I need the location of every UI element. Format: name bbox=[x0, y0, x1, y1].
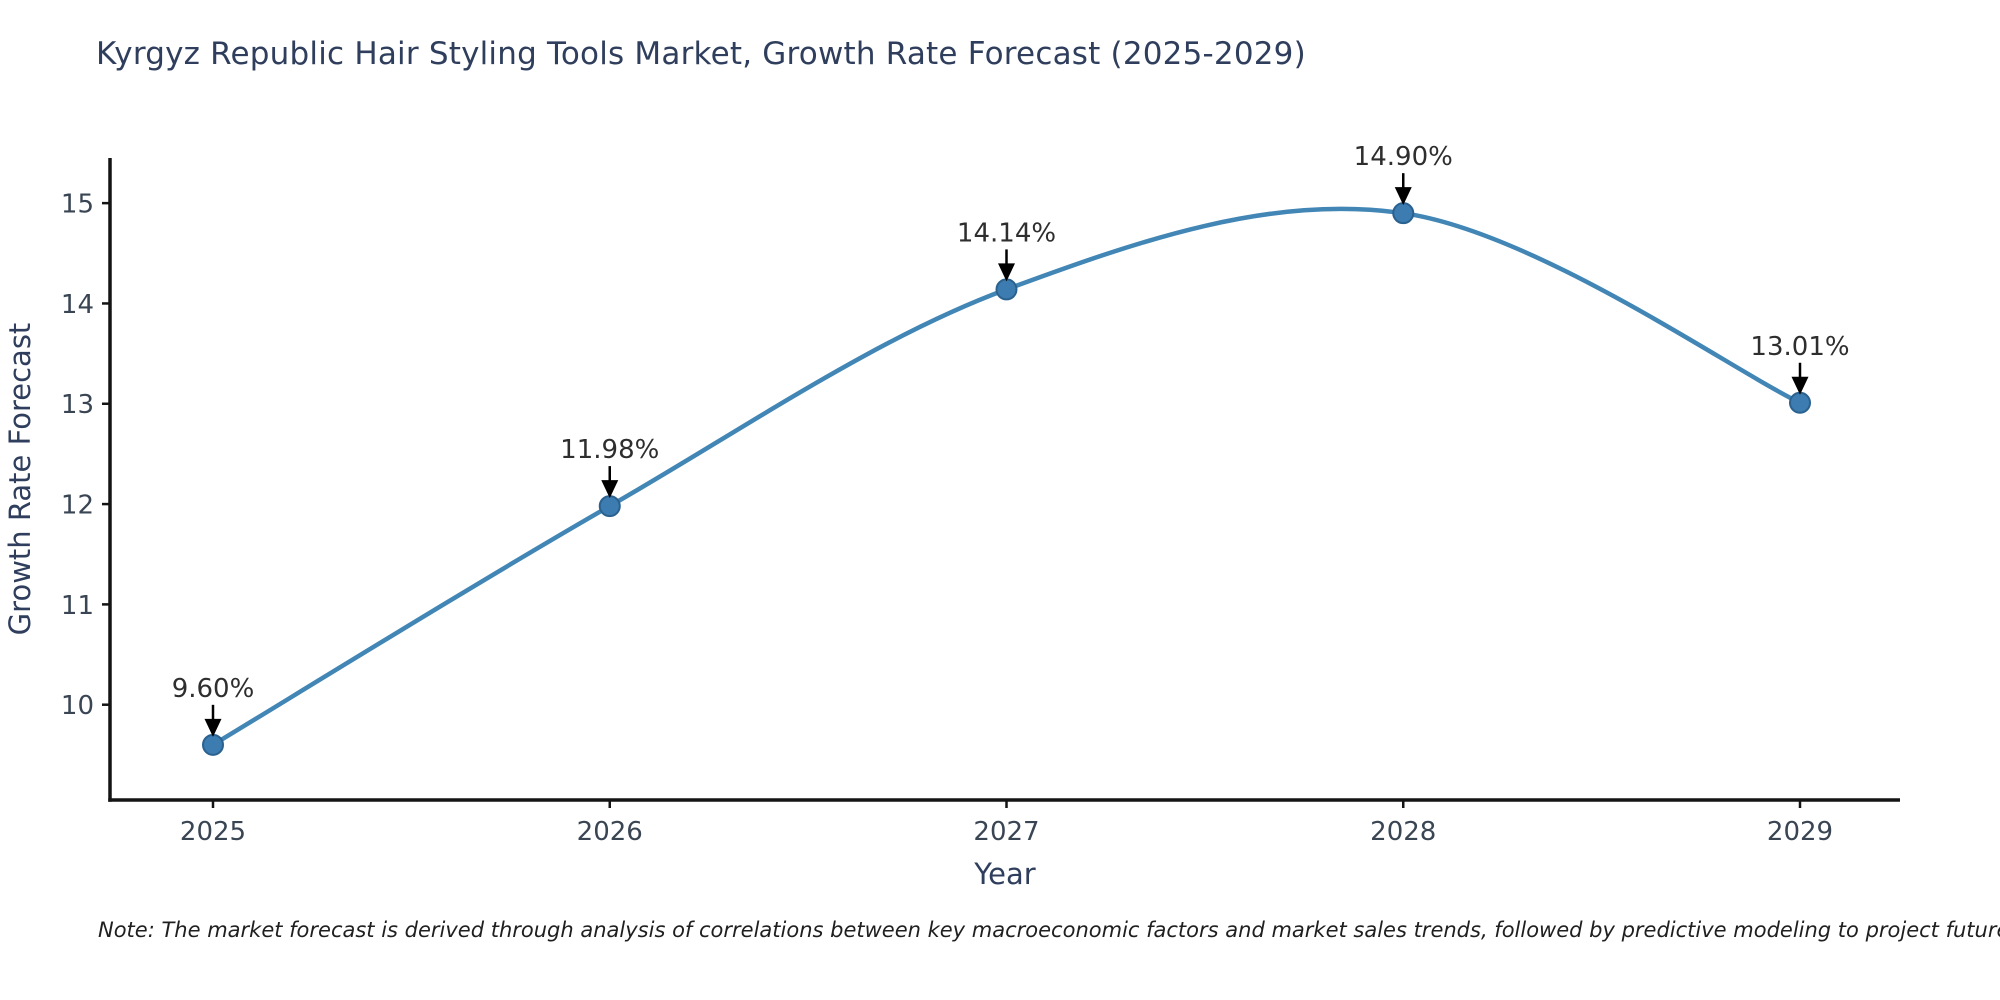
x-tick-label: 2026 bbox=[577, 817, 643, 847]
x-tick-label: 2027 bbox=[973, 817, 1039, 847]
footnote: Note: The market forecast is derived thr… bbox=[98, 918, 2000, 942]
data-point-marker bbox=[1789, 391, 1811, 414]
chart-title: Kyrgyz Republic Hair Styling Tools Marke… bbox=[96, 36, 1306, 72]
point-value-label: 13.01% bbox=[1750, 332, 1849, 362]
y-tick-label: 11 bbox=[61, 591, 94, 621]
annotation-arrow-head bbox=[204, 718, 222, 737]
y-tick-label: 15 bbox=[61, 190, 94, 220]
annotation-arrow-head bbox=[1394, 187, 1412, 206]
x-axis-label: Year bbox=[973, 857, 1035, 891]
x-tick-label: 2029 bbox=[1767, 817, 1833, 847]
annotation-arrow-head bbox=[998, 263, 1015, 282]
point-value-label: 14.14% bbox=[957, 218, 1056, 248]
y-tick-label: 12 bbox=[61, 490, 94, 520]
data-point-marker bbox=[598, 495, 621, 518]
point-value-label: 11.98% bbox=[560, 435, 659, 465]
point-value-label: 14.90% bbox=[1354, 142, 1453, 172]
annotation-arrow-head bbox=[601, 480, 619, 499]
y-tick-label: 14 bbox=[61, 290, 94, 320]
x-tick-label: 2028 bbox=[1370, 817, 1436, 847]
x-tick-label: 2025 bbox=[180, 817, 246, 847]
annotation-arrow-head bbox=[1791, 376, 1809, 395]
y-tick-label: 13 bbox=[61, 390, 94, 420]
data-point-marker bbox=[202, 733, 224, 756]
y-tick-label: 10 bbox=[61, 691, 94, 721]
data-point-marker bbox=[995, 278, 1018, 301]
y-axis-label: Growth Rate Forecast bbox=[3, 323, 37, 636]
data-point-marker bbox=[1392, 202, 1415, 225]
point-value-label: 9.60% bbox=[172, 674, 255, 704]
